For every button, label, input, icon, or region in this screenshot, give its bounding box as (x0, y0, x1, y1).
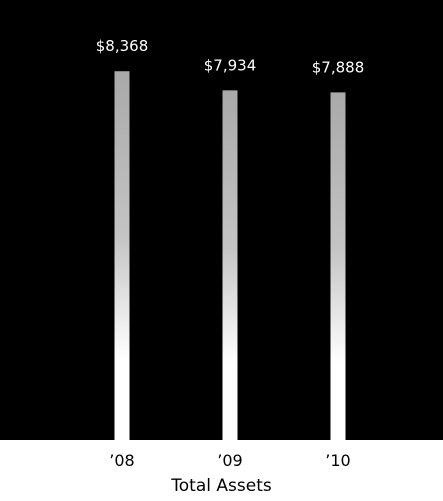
tick-label-2: ’10 (325, 451, 350, 470)
plot-background (0, 0, 443, 440)
bar-1 (222, 90, 238, 440)
chart-title: Total Assets (171, 476, 272, 496)
bar-2 (330, 92, 346, 440)
value-label-2: $7,888 (312, 58, 365, 76)
value-label-1: $7,934 (204, 56, 257, 74)
value-label-0: $8,368 (96, 37, 149, 55)
tick-label-1: ’09 (217, 451, 242, 470)
tick-label-0: ’08 (109, 451, 134, 470)
bar-0 (114, 71, 130, 441)
